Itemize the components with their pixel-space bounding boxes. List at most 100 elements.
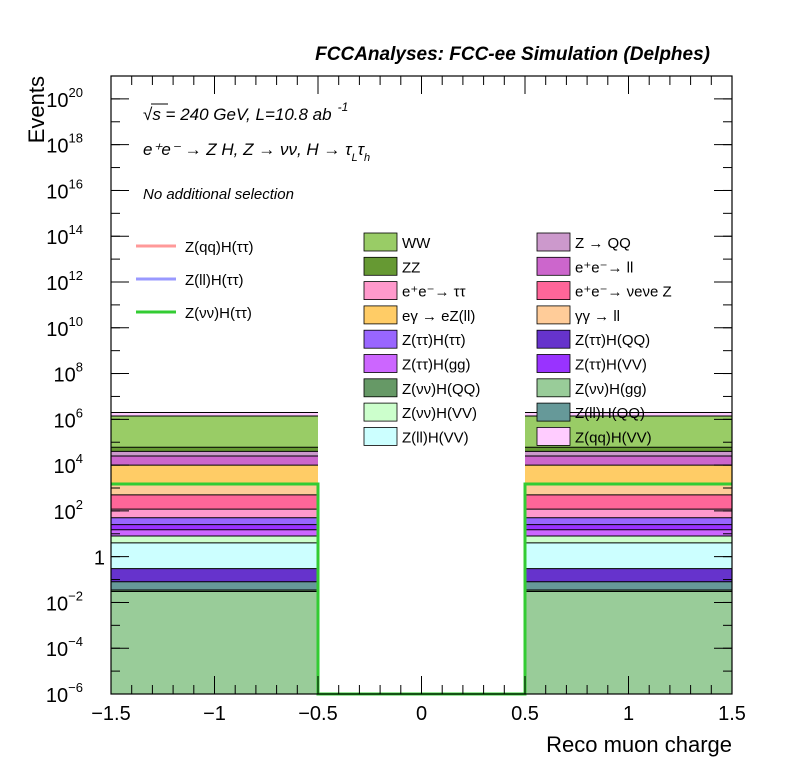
legend-label: Z(νν)H(VV) <box>402 405 477 422</box>
x-tick-label: 0.5 <box>511 703 539 725</box>
y-tick-label: 10−4 <box>46 634 83 661</box>
legend-label: γγ → ll <box>575 308 620 325</box>
bar-e-e--bin0 <box>111 509 318 518</box>
stacked-bars <box>111 411 732 694</box>
legend-swatch <box>536 256 571 276</box>
legend-label: Z(ll)H(VV) <box>402 429 469 446</box>
legend-label: Z(ττ)H(QQ) <box>575 332 650 349</box>
process-label: e⁺e⁻ → Z H, Z → νν, H → τLτh <box>143 140 370 164</box>
bar-e-e--bin1 <box>525 509 732 518</box>
y-tick-label: 106 <box>54 405 83 432</box>
legend-label: WW <box>402 235 431 252</box>
bar-z-qq-bin1 <box>525 451 732 457</box>
legend-label: Z(ll)H(ττ) <box>185 272 244 289</box>
bar-e-ez-ll--bin0 <box>111 465 318 484</box>
legend-swatch <box>536 305 571 325</box>
legend-label: Z(νν)H(ττ) <box>185 305 252 322</box>
y-tick-label: 10−2 <box>46 588 83 615</box>
bar-z-h-vv--bin1 <box>525 535 732 543</box>
legend-swatch <box>363 305 398 325</box>
bar-z-h--bin0 <box>111 517 318 525</box>
bar-z-qq-h-vv--bin1 <box>525 412 732 416</box>
bar-z-qq-bin0 <box>111 451 318 457</box>
legend-label: Z(νν)H(QQ) <box>402 381 480 398</box>
bar-zz-bin1 <box>525 447 732 452</box>
legend-label: Z(νν)H(gg) <box>575 381 647 398</box>
legend-label: Z(ττ)H(VV) <box>575 357 647 374</box>
bar-z-h-vv--bin1 <box>525 524 732 530</box>
legend-swatch <box>536 402 571 422</box>
bar-z-ll-h-vv--bin0 <box>111 542 318 569</box>
bar-e-ez-ll--bin1 <box>525 465 732 484</box>
legend-label: e⁺e⁻→ ττ <box>402 284 466 301</box>
bar-z-h-qq--bin0 <box>111 589 318 592</box>
legend-swatch <box>536 426 571 446</box>
legend-swatch <box>363 232 398 252</box>
x-tick-label: 1.5 <box>718 703 746 725</box>
bar-e-e-e-e-z-bin1 <box>525 494 732 510</box>
bar-e-e-ll-bin0 <box>111 456 318 466</box>
y-tick-label: 1 <box>94 548 105 570</box>
selection-label: No additional selection <box>143 186 294 203</box>
legend-swatch <box>363 329 398 349</box>
bar-z-h-gg--bin1 <box>525 529 732 536</box>
legend-label: Z(qq)H(ττ) <box>185 239 254 256</box>
bar-z-ll-h-qq--bin0 <box>111 581 318 590</box>
y-tick-label: 10−6 <box>46 680 83 707</box>
bar--ll-bin1 <box>525 483 732 495</box>
legend-swatch <box>363 378 398 398</box>
chart-title: FCCAnalyses: FCC-ee Simulation (Delphes) <box>315 44 710 65</box>
y-tick-label: 108 <box>54 360 83 387</box>
y-tick-label: 1018 <box>46 131 83 158</box>
y-tick-label: 1016 <box>46 176 83 203</box>
x-tick-label: −1.5 <box>91 703 130 725</box>
legend-label: Z(ττ)H(gg) <box>402 357 471 374</box>
legend-label: Z(ll)H(QQ) <box>575 405 645 422</box>
legend-swatch <box>536 329 571 349</box>
bar-z-h--bin1 <box>525 517 732 525</box>
legend-label: ZZ <box>402 259 420 276</box>
bar-z-ll-h-qq--bin1 <box>525 581 732 590</box>
bar-z-ll-h-vv--bin1 <box>525 542 732 569</box>
legend: Z(qq)H(ττ) Z(ll)H(ττ) Z(νν)H(ττ) WW ZZ e⁺e⁻→ … <box>136 232 672 446</box>
x-axis-label: Reco muon charge <box>546 732 732 757</box>
y-tick-label: 1010 <box>46 314 83 341</box>
legend-swatch <box>363 402 398 422</box>
y-tick-label: 1020 <box>46 85 83 112</box>
legend-swatch <box>536 281 571 301</box>
legend-swatch <box>363 426 398 446</box>
bar-zz-bin0 <box>111 447 318 452</box>
legend-swatch <box>536 354 571 373</box>
x-tick-label: 1 <box>623 703 634 725</box>
y-axis-label: Events <box>24 76 49 143</box>
legend-label: e⁺e⁻→ ll <box>575 259 633 276</box>
legend-swatch <box>536 378 571 398</box>
y-tick-label: 102 <box>54 497 83 524</box>
bar-z-qq-h-vv--bin0 <box>111 412 318 416</box>
x-axis-ticks: −1.5 −1 −0.5 0 0.5 1 1.5 <box>91 76 746 725</box>
bar-e-e-ll-bin1 <box>525 456 732 466</box>
y-axis-ticks: 10−6 10−4 10−2 1 102 104 106 108 1010 1012 1014 101… <box>46 75 732 707</box>
bar-z-h-gg--bin0 <box>111 529 318 536</box>
legend-swatch <box>363 256 398 276</box>
x-tick-label: 0 <box>416 703 427 725</box>
legend-swatch <box>363 354 398 373</box>
legend-swatch <box>536 232 571 252</box>
bar-z-h-qq--bin1 <box>525 568 732 582</box>
legend-label: eγ → eZ(ll) <box>402 308 475 325</box>
bar-z-h-vv--bin0 <box>111 535 318 543</box>
y-tick-label: 1012 <box>46 268 83 295</box>
bar-z-h-vv--bin0 <box>111 524 318 530</box>
legend-swatch <box>363 281 398 301</box>
bar-z-h-qq--bin1 <box>525 589 732 592</box>
x-tick-label: −0.5 <box>298 703 337 725</box>
bar--ll-bin0 <box>111 483 318 495</box>
legend-label: e⁺e⁻→ νeνe Z <box>575 284 672 301</box>
y-tick-label: 1014 <box>46 222 83 249</box>
legend-label: Z(ττ)H(ττ) <box>402 332 466 349</box>
legend-label: Z(qq)H(VV) <box>575 429 652 446</box>
bar-e-e-e-e-z-bin0 <box>111 494 318 510</box>
x-tick-label: −1 <box>203 703 226 725</box>
bar-ww-bin0 <box>111 415 318 448</box>
